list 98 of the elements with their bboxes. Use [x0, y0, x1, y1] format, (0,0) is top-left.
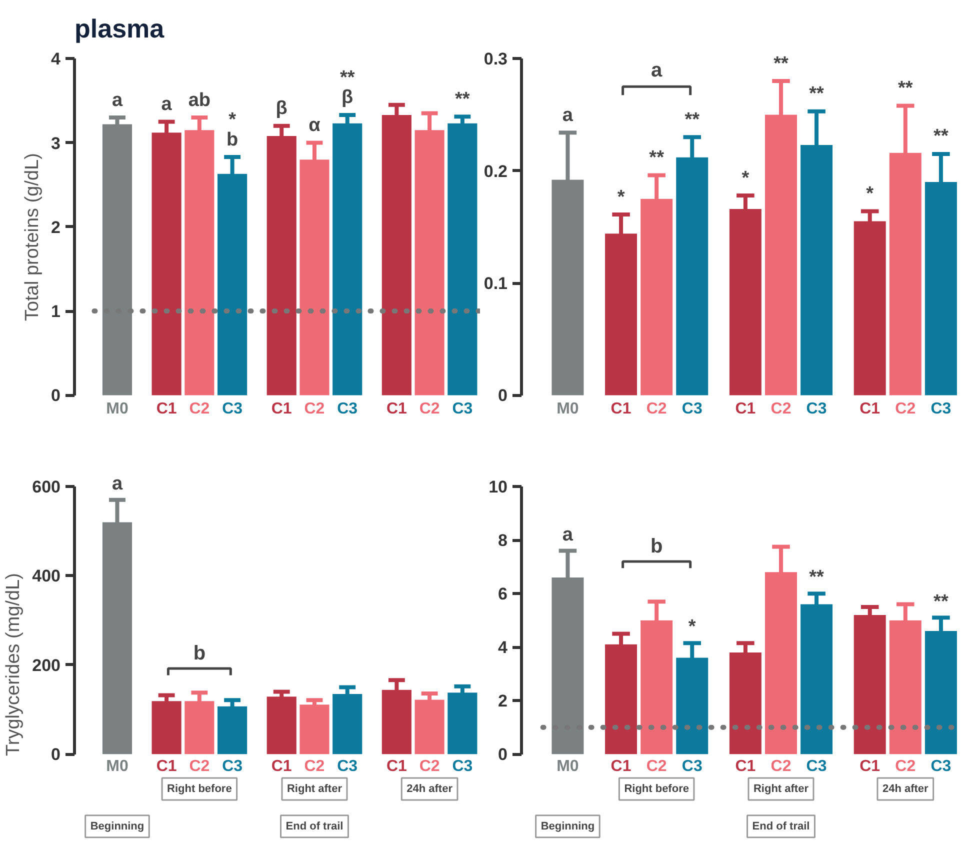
- annotation: b: [193, 642, 206, 664]
- x-tick-label: M0: [106, 758, 128, 776]
- y-tick-label: 2: [498, 692, 508, 711]
- data-label: a: [112, 90, 123, 111]
- x-tick-label: C1: [156, 758, 177, 776]
- x-tick-label: C2: [646, 758, 667, 776]
- y-tick-label: 6: [498, 584, 508, 604]
- x-tick-label: C2: [304, 758, 325, 776]
- y-tick-label: 0: [498, 386, 508, 406]
- x-tick-label: C3: [452, 400, 473, 418]
- text: Right after: [286, 782, 343, 795]
- x-tick-label: C1: [386, 758, 407, 776]
- x-tick-label: C3: [930, 758, 952, 776]
- x-tick-label: C3: [806, 400, 827, 418]
- text: 24h after: [882, 782, 930, 795]
- y-tick-label: 1: [51, 302, 61, 322]
- data-label: *: [617, 186, 626, 208]
- chart-title: plasma: [74, 14, 165, 44]
- x-tick-label: C1: [386, 400, 407, 418]
- y-tick-label: 0.1: [484, 274, 508, 294]
- x-tick-label: C3: [806, 758, 827, 776]
- x-tick-label: M0: [556, 400, 579, 418]
- data-label: **: [934, 591, 949, 612]
- y-tick-label: 600: [32, 478, 61, 497]
- data-label: **: [898, 78, 914, 99]
- text: Beginning: [540, 820, 595, 832]
- x-tick-label: C3: [222, 758, 243, 776]
- data-label: *: [866, 183, 874, 204]
- data-label: **: [455, 88, 470, 110]
- x-tick-label: C1: [156, 400, 177, 418]
- y-axis-title: Tryglycerides (mg/dL): [3, 572, 24, 756]
- x-tick-label: C2: [189, 758, 210, 776]
- text: Right after: [753, 782, 810, 795]
- data-label: **: [649, 148, 665, 169]
- data-label: **: [809, 567, 825, 588]
- x-tick-label: C3: [682, 400, 702, 418]
- x-tick-label: C1: [860, 400, 880, 418]
- text: Beginning: [90, 820, 144, 832]
- data-label: a: [161, 94, 172, 115]
- y-tick-label: 200: [32, 656, 61, 675]
- y-tick-label: 10: [488, 478, 508, 497]
- text: Right before: [167, 782, 232, 795]
- x-tick-label: C3: [452, 758, 473, 776]
- data-label: * b: [226, 109, 238, 150]
- y-tick-label: 0.3: [484, 50, 508, 69]
- data-label: **: [809, 84, 825, 105]
- y-tick-label: 2: [51, 218, 61, 237]
- y-tick-label: 0: [498, 745, 508, 764]
- x-tick-label: C1: [735, 758, 756, 776]
- x-tick-label: C1: [271, 400, 292, 418]
- x-tick-label: C1: [860, 758, 880, 776]
- text: End of trail: [286, 820, 344, 832]
- x-tick-label: C2: [646, 400, 667, 418]
- data-label: ab: [188, 90, 211, 111]
- x-tick-label: M0: [556, 758, 579, 776]
- data-label: a: [112, 474, 123, 495]
- y-tick-label: 0: [51, 386, 61, 406]
- x-tick-label: C3: [337, 400, 358, 418]
- text: 24h after: [406, 782, 454, 795]
- data-label: *: [742, 168, 750, 189]
- x-tick-label: C2: [895, 400, 916, 418]
- annotation: b: [650, 535, 663, 558]
- x-tick-label: C1: [610, 400, 632, 418]
- data-label: a: [562, 524, 574, 546]
- y-tick-label: 4: [498, 638, 508, 658]
- data-label: **: [934, 126, 949, 148]
- x-tick-label: C2: [189, 400, 210, 418]
- data-label: *: [688, 616, 696, 638]
- data-label: ** β: [340, 67, 356, 108]
- y-tick-label: 0.2: [484, 162, 508, 181]
- y-tick-label: 3: [51, 134, 61, 153]
- data-label: a: [562, 104, 574, 126]
- y-tick-label: 4: [51, 50, 62, 69]
- data-label: **: [774, 53, 789, 74]
- y-tick-label: 400: [32, 566, 61, 586]
- x-tick-label: C1: [735, 400, 756, 418]
- x-tick-label: C2: [895, 758, 916, 776]
- x-tick-label: C3: [682, 758, 702, 776]
- x-tick-label: C2: [419, 758, 440, 776]
- x-tick-label: C3: [930, 400, 952, 418]
- x-tick-label: C1: [610, 758, 632, 776]
- data-label: α: [308, 115, 321, 136]
- data-label: **: [684, 109, 700, 130]
- x-tick-label: C2: [419, 400, 440, 418]
- y-tick-label: 8: [498, 531, 508, 550]
- y-axis-title: Total proteins (g/dL): [22, 153, 44, 321]
- x-tick-label: C2: [770, 400, 792, 418]
- x-tick-label: M0: [106, 400, 128, 418]
- annotation: a: [651, 60, 664, 82]
- y-tick-label: 0: [51, 745, 61, 764]
- x-tick-label: C1: [271, 758, 292, 776]
- x-tick-label: C2: [304, 400, 325, 418]
- text: Right before: [624, 782, 689, 795]
- data-label: β: [276, 98, 288, 120]
- x-tick-label: C2: [770, 758, 792, 776]
- x-tick-label: C3: [337, 758, 358, 776]
- text: End of trail: [752, 820, 810, 832]
- x-tick-label: C3: [222, 400, 243, 418]
